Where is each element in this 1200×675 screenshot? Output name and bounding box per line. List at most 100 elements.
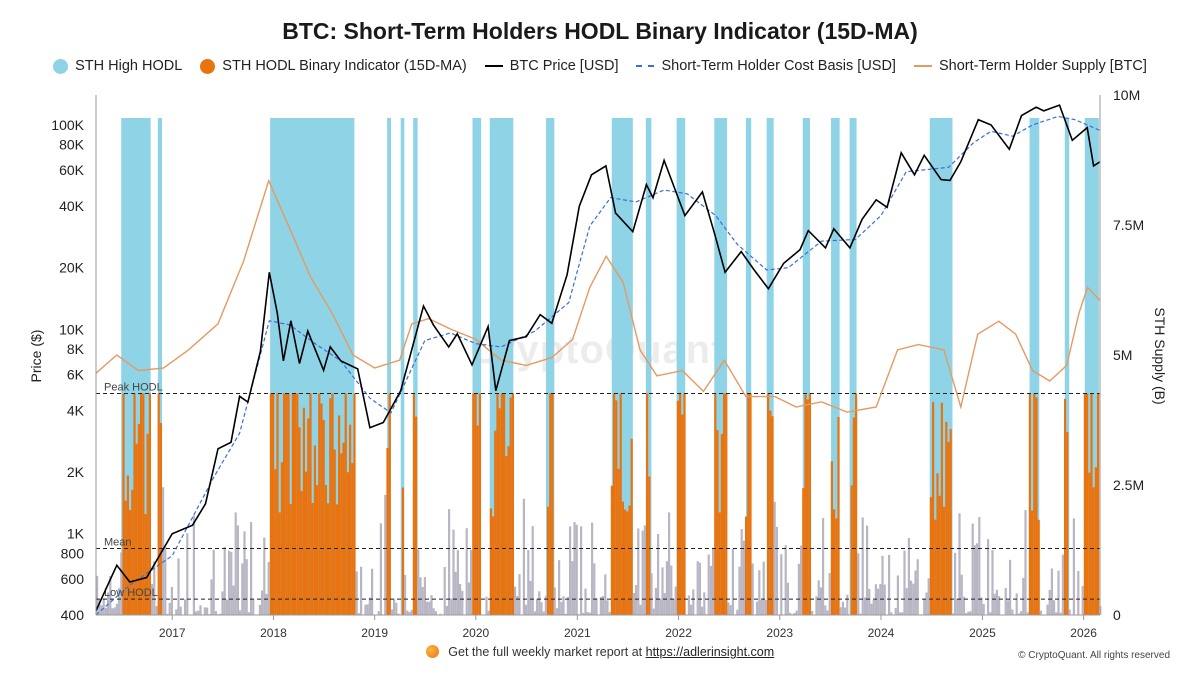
legend-swatch-black-line-icon [484,65,503,67]
indicator-bar [252,598,255,615]
indicator-bar [720,433,723,615]
indicator-bar [736,609,739,615]
legend-label: Short-Term Holder Supply [BTC] [938,58,1147,74]
indicator-bar [824,605,827,615]
indicator-bar [485,596,488,615]
indicator-bar [1006,600,1009,615]
indicator-bar [542,611,545,615]
indicator-bar [907,538,910,615]
indicator-bar [756,601,759,615]
indicator-bar [830,461,833,615]
supply-series [95,178,1101,413]
indicator-bar [661,567,664,615]
indicator-bar [698,562,701,615]
indicator-bar [716,430,719,615]
indicator-bar [397,613,400,615]
x-tick-label: 2024 [868,626,895,640]
footer-text: Get the full weekly market report at [448,645,643,659]
indicator-bar [415,416,418,615]
indicator-bar [1028,393,1031,615]
legend: STH High HODL STH HODL Binary Indicator … [0,58,1200,74]
indicator-bar [690,604,693,615]
x-tick-label: 2018 [260,626,287,640]
y-tick-label: 4K [67,403,85,419]
indicator-bar [859,613,862,615]
x-tick-label: 2022 [665,626,692,640]
indicator-bar [120,552,123,615]
indicator-bar [643,525,646,615]
legend-item-sth-high-hodl[interactable]: STH High HODL [53,58,182,74]
reference-line-label: Peak HODL [104,381,163,393]
indicator-bar [566,596,569,615]
indicator-bar [707,554,710,615]
indicator-bar [1026,612,1029,615]
indicator-bar [162,487,165,615]
indicator-bar [313,445,316,615]
x-tick-label: 2020 [463,626,490,640]
indicator-bar [159,422,162,615]
indicator-bar [795,610,798,615]
legend-item-binary-indicator[interactable]: STH HODL Binary Indicator (15D-MA) [200,58,467,74]
indicator-bar [390,609,393,615]
indicator-bar [384,494,387,615]
indicator-bar [619,393,622,615]
indicator-bar [509,397,512,615]
indicator-bar [223,546,226,615]
indicator-bar [228,550,231,615]
indicator-bar [489,508,492,615]
indicator-bar [819,587,822,615]
indicator-bar [351,463,354,615]
indicator-bar [338,415,341,615]
indicator-bar [650,573,653,615]
indicator-bar [465,528,468,615]
indicator-bar [630,438,633,615]
cost-basis-line [95,115,1101,616]
indicator-bar [423,577,426,615]
cost-basis-series [95,115,1101,616]
indicator-bar [454,571,457,615]
indicator-bar [870,603,873,615]
legend-item-sth-supply[interactable]: Short-Term Holder Supply [BTC] [913,58,1147,74]
y2-tick-label: 5M [1113,347,1132,363]
indicator-bar [949,429,952,615]
indicator-bar [896,575,899,615]
indicator-bar [410,609,413,615]
indicator-bar [712,547,715,615]
y-tick-label: 1K [67,526,85,542]
indicator-bar [725,393,728,615]
legend-item-btc-price[interactable]: BTC Price [USD] [484,58,618,74]
indicator-bar [621,501,624,615]
indicator-bar [1011,609,1014,615]
indicator-bar [203,607,206,615]
legend-item-cost-basis[interactable]: Short-Term Holder Cost Basis [USD] [636,58,896,74]
indicator-bar [989,612,992,615]
indicator-bar [894,607,897,615]
indicator-bar [452,529,455,615]
footer-link[interactable]: https://adlerinsight.com [645,645,775,659]
indicator-bar [1064,398,1067,615]
indicator-bar [1020,611,1023,615]
indicator-bar [239,610,242,615]
reference-line-label: Low HODL [104,587,158,599]
indicator-bar [302,407,305,615]
indicator-bar [965,613,968,615]
indicator-bar [863,597,866,615]
indicator-bar [659,598,662,615]
high-hodl-band [387,118,392,615]
indicator-bar [434,611,437,615]
indicator-bar [888,554,891,615]
high-hodl-band [413,118,418,615]
indicator-bar [971,523,974,615]
indicator-bar [166,613,169,615]
indicator-bar [571,561,574,615]
indicator-bar [817,580,820,615]
indicator-bar [998,596,1001,615]
indicator-bar [514,586,517,615]
indicator-bar [806,399,809,615]
indicator-bar [956,598,959,615]
indicator-bar [500,393,503,615]
indicator-bar [261,590,264,615]
indicator-bar [529,580,532,615]
indicator-bar [764,600,767,615]
y-tick-label: 100K [51,117,84,133]
